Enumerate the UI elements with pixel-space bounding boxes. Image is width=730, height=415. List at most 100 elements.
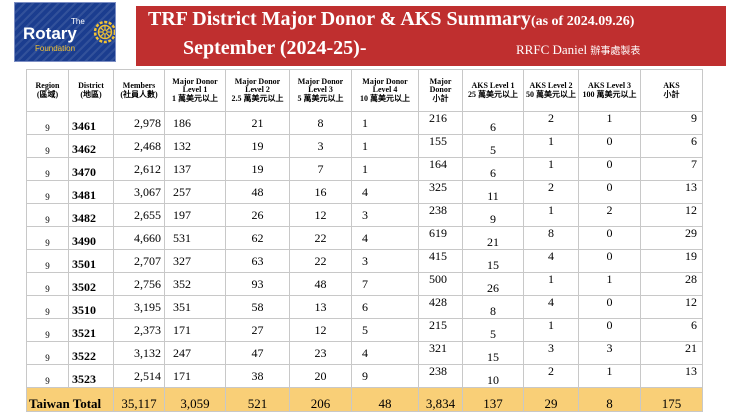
aks-level3-cell: 0 [578, 226, 641, 250]
col-header-aks-level2: AKS Level 2 50 萬美元以上 [523, 69, 579, 112]
aks-level1-cell: 26 [462, 272, 524, 296]
members-cell: 2,978 [113, 111, 165, 135]
aks-level3-cell: 1 [578, 364, 641, 388]
aks-subtotal-cell: 21 [640, 341, 703, 365]
table-body: 9 3461 2,978 186 21 8 1 216 6 2 1 9 9 3462 2,468 132 19 3… [26, 111, 703, 388]
logo-rotary: Rotary [23, 24, 77, 43]
md-level4-cell: 7 [351, 272, 419, 296]
aks-subtotal-cell: 19 [640, 249, 703, 273]
title-text: TRF District Major Donor & AKS Summary [148, 8, 531, 30]
total-md2: 521 [225, 387, 290, 412]
aks-level2-cell: 3 [523, 341, 579, 365]
district-cell: 3470 [68, 157, 114, 181]
aks-subtotal-cell: 28 [640, 272, 703, 296]
aks-subtotal-cell: 13 [640, 364, 703, 388]
aks-subtotal-cell: 12 [640, 295, 703, 319]
aks-level2-cell: 2 [523, 111, 579, 135]
md-level2-cell: 48 [225, 180, 290, 204]
aks-level2-cell: 1 [523, 134, 579, 158]
md-level1-cell: 351 [164, 295, 226, 319]
region-cell: 9 [26, 318, 69, 342]
md-level3-cell: 8 [289, 111, 352, 135]
members-cell: 2,756 [113, 272, 165, 296]
aks-level3-cell: 1 [578, 272, 641, 296]
members-cell: 2,468 [113, 134, 165, 158]
md-level4-cell: 4 [351, 226, 419, 250]
aks-level2-cell: 2 [523, 180, 579, 204]
total-row: Taiwan Total 35,117 3,059 521 206 48 3,8… [26, 387, 703, 412]
table-row: 9 3510 3,195 351 58 13 6 428 8 4 0 12 [26, 295, 703, 319]
total-aks3: 8 [578, 387, 641, 412]
aks-level1-cell: 15 [462, 341, 524, 365]
aks-level1-cell: 5 [462, 318, 524, 342]
region-cell: 9 [26, 134, 69, 158]
col-header-aks-subtotal: AKS 小計 [640, 69, 703, 112]
col-header-aks-level1: AKS Level 1 25 萬美元以上 [462, 69, 524, 112]
table-row: 9 3522 3,132 247 47 23 4 321 15 3 3 21 [26, 341, 703, 365]
table-row: 9 3521 2,373 171 27 12 5 215 5 1 0 6 [26, 318, 703, 342]
aks-level3-cell: 0 [578, 295, 641, 319]
md-subtotal-cell: 164 [418, 157, 463, 181]
md-subtotal-cell: 415 [418, 249, 463, 273]
md-level1-cell: 137 [164, 157, 226, 181]
table-row: 9 3501 2,707 327 63 22 3 415 15 4 0 19 [26, 249, 703, 273]
table-row: 9 3490 4,660 531 62 22 4 619 21 8 0 29 [26, 226, 703, 250]
author-name: RRFC Daniel [516, 42, 588, 57]
aks-level3-cell: 0 [578, 134, 641, 158]
aks-level3-cell: 1 [578, 111, 641, 135]
md-level1-cell: 531 [164, 226, 226, 250]
md-subtotal-cell: 238 [418, 203, 463, 227]
md-subtotal-cell: 428 [418, 295, 463, 319]
aks-level3-cell: 0 [578, 249, 641, 273]
total-aks1: 137 [462, 387, 524, 412]
aks-level2-cell: 1 [523, 272, 579, 296]
region-cell: 9 [26, 295, 69, 319]
md-level2-cell: 93 [225, 272, 290, 296]
total-md1: 3,059 [164, 387, 226, 412]
md-level3-cell: 20 [289, 364, 352, 388]
author-credit: RRFC Daniel 辦事處製表 [516, 42, 640, 58]
md-subtotal-cell: 619 [418, 226, 463, 250]
table-row: 9 3482 2,655 197 26 12 3 238 9 1 2 12 [26, 203, 703, 227]
md-level2-cell: 62 [225, 226, 290, 250]
district-cell: 3482 [68, 203, 114, 227]
aks-level1-cell: 9 [462, 203, 524, 227]
col-header-md-level4: Major Donor Level 4 10 萬美元以上 [351, 69, 419, 112]
district-cell: 3461 [68, 111, 114, 135]
md-level2-cell: 63 [225, 249, 290, 273]
md-level1-cell: 257 [164, 180, 226, 204]
md-level1-cell: 186 [164, 111, 226, 135]
md-level1-cell: 197 [164, 203, 226, 227]
author-note: 辦事處製表 [590, 46, 641, 57]
table-row: 9 3481 3,067 257 48 16 4 325 11 2 0 13 [26, 180, 703, 204]
md-level1-cell: 132 [164, 134, 226, 158]
md-level2-cell: 19 [225, 134, 290, 158]
col-header-district: District (地區) [68, 69, 114, 112]
district-cell: 3502 [68, 272, 114, 296]
aks-level2-cell: 2 [523, 364, 579, 388]
md-level1-cell: 352 [164, 272, 226, 296]
header-row: Region (區域) District (地區) Members (社員人數) Ma… [26, 69, 703, 112]
page-title: TRF District Major Donor & AKS Summary(a… [148, 8, 634, 31]
table-row: 9 3502 2,756 352 93 48 7 500 26 1 1 28 [26, 272, 703, 296]
aks-level1-cell: 6 [462, 157, 524, 181]
md-level4-cell: 5 [351, 318, 419, 342]
total-md-subtotal: 3,834 [418, 387, 463, 412]
district-cell: 3521 [68, 318, 114, 342]
md-level2-cell: 27 [225, 318, 290, 342]
md-level3-cell: 12 [289, 318, 352, 342]
md-subtotal-cell: 215 [418, 318, 463, 342]
members-cell: 4,660 [113, 226, 165, 250]
md-level3-cell: 12 [289, 203, 352, 227]
total-aks2: 29 [523, 387, 579, 412]
members-cell: 3,132 [113, 341, 165, 365]
md-level3-cell: 13 [289, 295, 352, 319]
aks-subtotal-cell: 7 [640, 157, 703, 181]
md-level4-cell: 3 [351, 249, 419, 273]
aks-subtotal-cell: 12 [640, 203, 703, 227]
aks-level2-cell: 4 [523, 249, 579, 273]
aks-subtotal-cell: 9 [640, 111, 703, 135]
md-level4-cell: 4 [351, 341, 419, 365]
